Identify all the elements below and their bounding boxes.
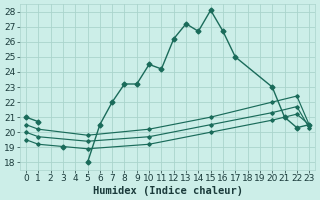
X-axis label: Humidex (Indice chaleur): Humidex (Indice chaleur) — [92, 186, 243, 196]
